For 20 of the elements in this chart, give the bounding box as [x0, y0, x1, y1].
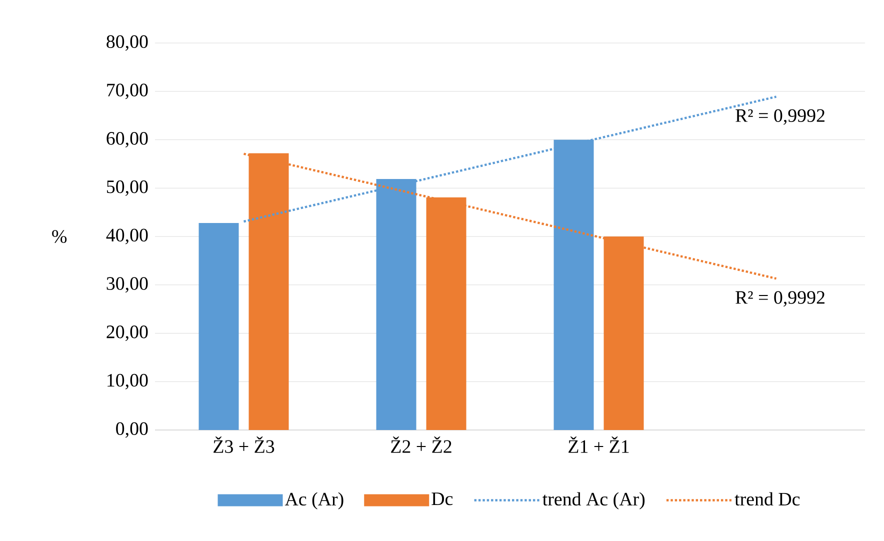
y-tick-label: 50,00 — [106, 180, 148, 196]
y-tick-label: 70,00 — [107, 84, 148, 100]
y-tick-label: 40,00 — [106, 228, 148, 244]
bar — [198, 222, 239, 430]
x-tick-label: Ž3 + Ž3 — [214, 436, 274, 453]
y-tick-label: 20,00 — [106, 326, 148, 341]
y-tick-label: 80,00 — [106, 35, 148, 51]
y-tick-label: 30,00 — [106, 277, 148, 293]
x-tick-label: Ž1 + Ž1 — [568, 436, 629, 453]
legend-label: trend Dc — [734, 492, 800, 506]
y-axis-title: % — [52, 230, 67, 243]
annotation: R² = 0,9992 — [736, 109, 824, 125]
legend-label: Ac (Ar) — [284, 492, 344, 510]
y-tick-label: 10,00 — [108, 374, 148, 390]
y-tick-label: 60,00 — [106, 132, 148, 148]
y-tick-label: 0,00 — [116, 422, 148, 438]
legend-label: trend Ac (Ar) — [542, 492, 645, 510]
x-tick-label: Ž2 + Ž2 — [391, 436, 452, 453]
legend-label: Dc — [432, 492, 453, 506]
annotation: R² = 0,9992 — [736, 291, 824, 307]
